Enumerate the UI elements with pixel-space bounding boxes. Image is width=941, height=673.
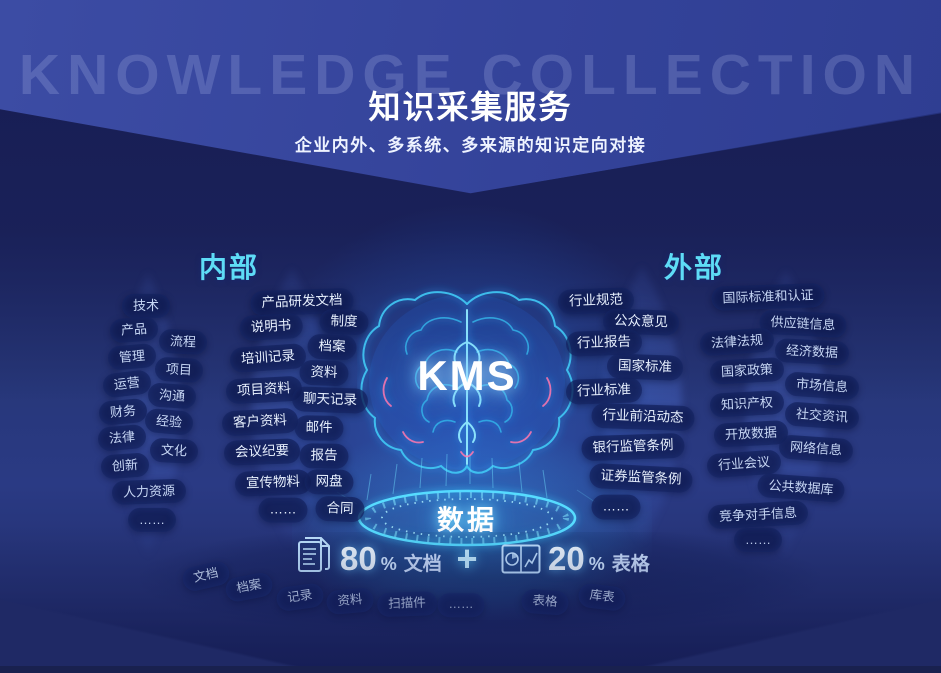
tag-pill: 创新 [100,452,150,480]
tag-pill: 行业前沿动态 [591,402,695,432]
tag-pill: 知识产权 [709,389,785,419]
tag-pill: 开放数据 [713,419,789,449]
tag-pill: 行业报告 [565,329,643,357]
page-subtitle: 企业内外、多系统、多来源的知识定向对接 [294,136,647,155]
tag-pill: 国际标准和认证 [711,282,825,312]
bottom-edge-strip [0,666,941,673]
tag-pill: 项目 [154,356,204,384]
tag-pill: 技术 [121,293,171,319]
tag-pill: 人力资源 [111,478,187,506]
tag-pill: 聊天记录 [291,386,369,414]
tag-pill: 产品 [109,316,159,344]
tag-pill: 报告 [299,443,349,469]
page-title: 知识采集服务 [368,89,573,125]
bottom-left-corner-shade [0,598,330,673]
tag-pill: 制度 [319,308,369,336]
tag-pill: 国家政策 [709,356,785,386]
tag-pill: 流程 [158,328,208,356]
tag-pill: 网盘 [304,469,354,495]
tag-pill: 证券监管条例 [588,462,694,494]
tag-pill: 合同 [315,495,365,523]
tag-pill: 档案 [307,333,357,361]
tag-pill: 行业标准 [565,377,643,405]
tag-pill: …… [591,494,641,520]
external-zone-header: 外部 [663,252,725,283]
tag-pill: 客户资料 [221,407,299,437]
tag-pill: 资料 [299,359,349,387]
tag-pill: 会议纪要 [223,438,301,466]
kms-label: KMS [417,352,517,399]
brain-graphic [360,291,574,474]
tag-pill: 宣传物料 [234,469,312,497]
tag-pill: 说明书 [239,312,303,342]
tag-pill: 沟通 [147,382,197,410]
bottom-right-corner-shade [611,598,941,673]
tag-pill: 经济数据 [774,337,850,367]
tag-pill: 培训记录 [229,342,307,374]
tag-pill: 文化 [149,437,199,465]
tag-pill: 经验 [144,407,194,437]
internal-zone-header: 内部 [198,252,260,283]
tag-pill: 国家标准 [606,353,684,381]
tag-pill: 银行监管条例 [581,432,685,462]
tag-pill: …… [258,497,308,523]
tag-pill: 邮件 [294,415,344,441]
watermark-text: KNOWLEDGE COLLECTION [18,43,923,107]
